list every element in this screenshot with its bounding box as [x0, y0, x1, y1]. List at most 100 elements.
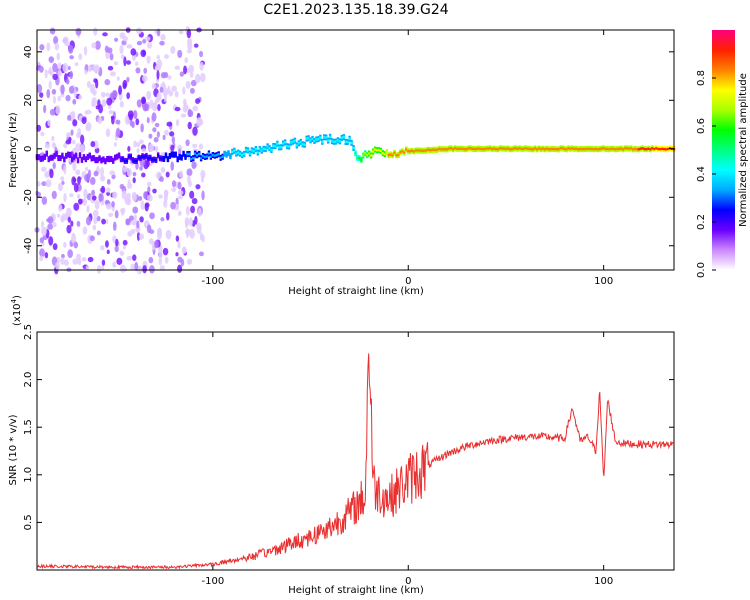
noise-speckle	[67, 114, 72, 121]
noise-speckle	[54, 42, 60, 51]
ridge-core	[625, 147, 629, 150]
colorbar-tick-label: 0.0	[696, 262, 707, 278]
noise-speckle	[109, 53, 114, 61]
noise-speckle	[85, 265, 90, 270]
ridge-core	[590, 147, 594, 151]
ridge-core	[176, 158, 179, 161]
ridge-core	[584, 147, 588, 151]
ridge-core	[317, 137, 320, 141]
ridge-core	[526, 147, 529, 150]
noise-speckle	[162, 87, 169, 97]
ridge-core	[256, 151, 260, 154]
noise-speckle	[122, 36, 128, 42]
y-tick-label: 40	[23, 45, 34, 58]
noise-speckle	[72, 98, 77, 105]
noise-speckle	[165, 229, 172, 240]
spectrogram-frame	[36, 29, 675, 271]
noise-speckle	[171, 180, 177, 188]
ridge-core	[229, 155, 232, 158]
spectrogram-y-axis: -40 -20 0 20 40	[23, 45, 674, 254]
noise-speckle	[142, 265, 147, 274]
noise-speckle	[125, 219, 131, 226]
ridge-core	[41, 157, 45, 160]
noise-speckle	[89, 83, 96, 94]
noise-speckle	[140, 123, 144, 133]
ridge-core	[252, 149, 256, 153]
ridge-core	[209, 155, 213, 158]
ridge-core	[621, 148, 625, 151]
ridge-core	[371, 150, 375, 153]
ridge-core	[84, 157, 88, 161]
noise-speckle	[134, 261, 139, 272]
ridge-core	[49, 156, 52, 160]
noise-speckle	[198, 143, 204, 150]
ridge-core	[412, 150, 416, 153]
ridge-core	[367, 152, 371, 155]
ridge-core	[506, 147, 510, 150]
ridge-core	[467, 147, 471, 150]
ridge-core	[301, 143, 304, 146]
ridge-core	[496, 148, 500, 151]
ridge-core	[112, 159, 115, 163]
noise-speckle	[60, 176, 65, 182]
noise-speckle	[126, 60, 131, 65]
noise-speckle	[49, 169, 54, 179]
ridge-core	[319, 136, 322, 139]
noise-speckle	[44, 252, 49, 259]
noise-speckle	[85, 166, 89, 172]
ridge-core	[532, 148, 535, 151]
noise-speckle	[177, 210, 182, 216]
ridge-core	[469, 147, 472, 150]
noise-speckle	[159, 86, 164, 93]
ridge-core	[428, 148, 431, 152]
ridge-core	[137, 156, 140, 159]
noise-speckle	[119, 250, 125, 256]
noise-speckle	[65, 94, 71, 102]
noise-speckle	[192, 105, 199, 112]
noise-speckle	[162, 247, 169, 256]
noise-speckle	[101, 99, 107, 107]
ridge-core	[620, 147, 623, 150]
ridge-core	[123, 159, 127, 163]
noise-speckle	[161, 81, 165, 88]
noise-speckle	[106, 179, 111, 185]
noise-speckle	[199, 61, 204, 71]
ridge-core	[598, 147, 601, 151]
ridge-core	[39, 157, 43, 161]
ridge-core	[508, 148, 512, 151]
noise-speckle	[89, 177, 96, 186]
noise-speckle	[87, 256, 94, 263]
noise-speckle	[108, 105, 112, 110]
noise-speckle	[93, 78, 98, 83]
noise-speckle	[126, 255, 133, 261]
noise-speckle	[39, 248, 45, 258]
ridge-core	[139, 156, 142, 160]
ridge-core	[282, 142, 285, 145]
ridge-core	[96, 158, 99, 162]
ridge-core	[131, 158, 134, 162]
noise-speckle	[141, 96, 147, 105]
ridge-core	[242, 152, 246, 156]
ridge-core	[106, 157, 109, 161]
noise-speckle	[174, 106, 181, 112]
ridge-core	[227, 151, 230, 155]
colorbar-label: Normalized spectral amplitude	[738, 73, 749, 227]
noise-speckle	[52, 95, 56, 104]
noise-speckle	[73, 89, 77, 98]
noise-speckle	[158, 253, 163, 259]
noise-speckle	[118, 85, 123, 95]
ridge-core	[534, 147, 537, 150]
noise-speckle	[136, 220, 140, 229]
noise-speckle	[108, 109, 114, 115]
x-tick-label: -100	[202, 276, 225, 287]
colorbar-axis: 0.0 0.2 0.4 0.6 0.8	[696, 70, 716, 278]
noise-speckle	[188, 180, 192, 188]
ridge-core	[561, 147, 564, 150]
noise-speckle	[80, 134, 85, 145]
ridge-core	[453, 146, 457, 150]
noise-speckle	[46, 89, 51, 99]
ridge-core	[602, 147, 605, 150]
colorbar-tick-label: 0.4	[696, 166, 707, 182]
ridge-core	[307, 136, 310, 140]
ridge-core	[168, 154, 172, 158]
